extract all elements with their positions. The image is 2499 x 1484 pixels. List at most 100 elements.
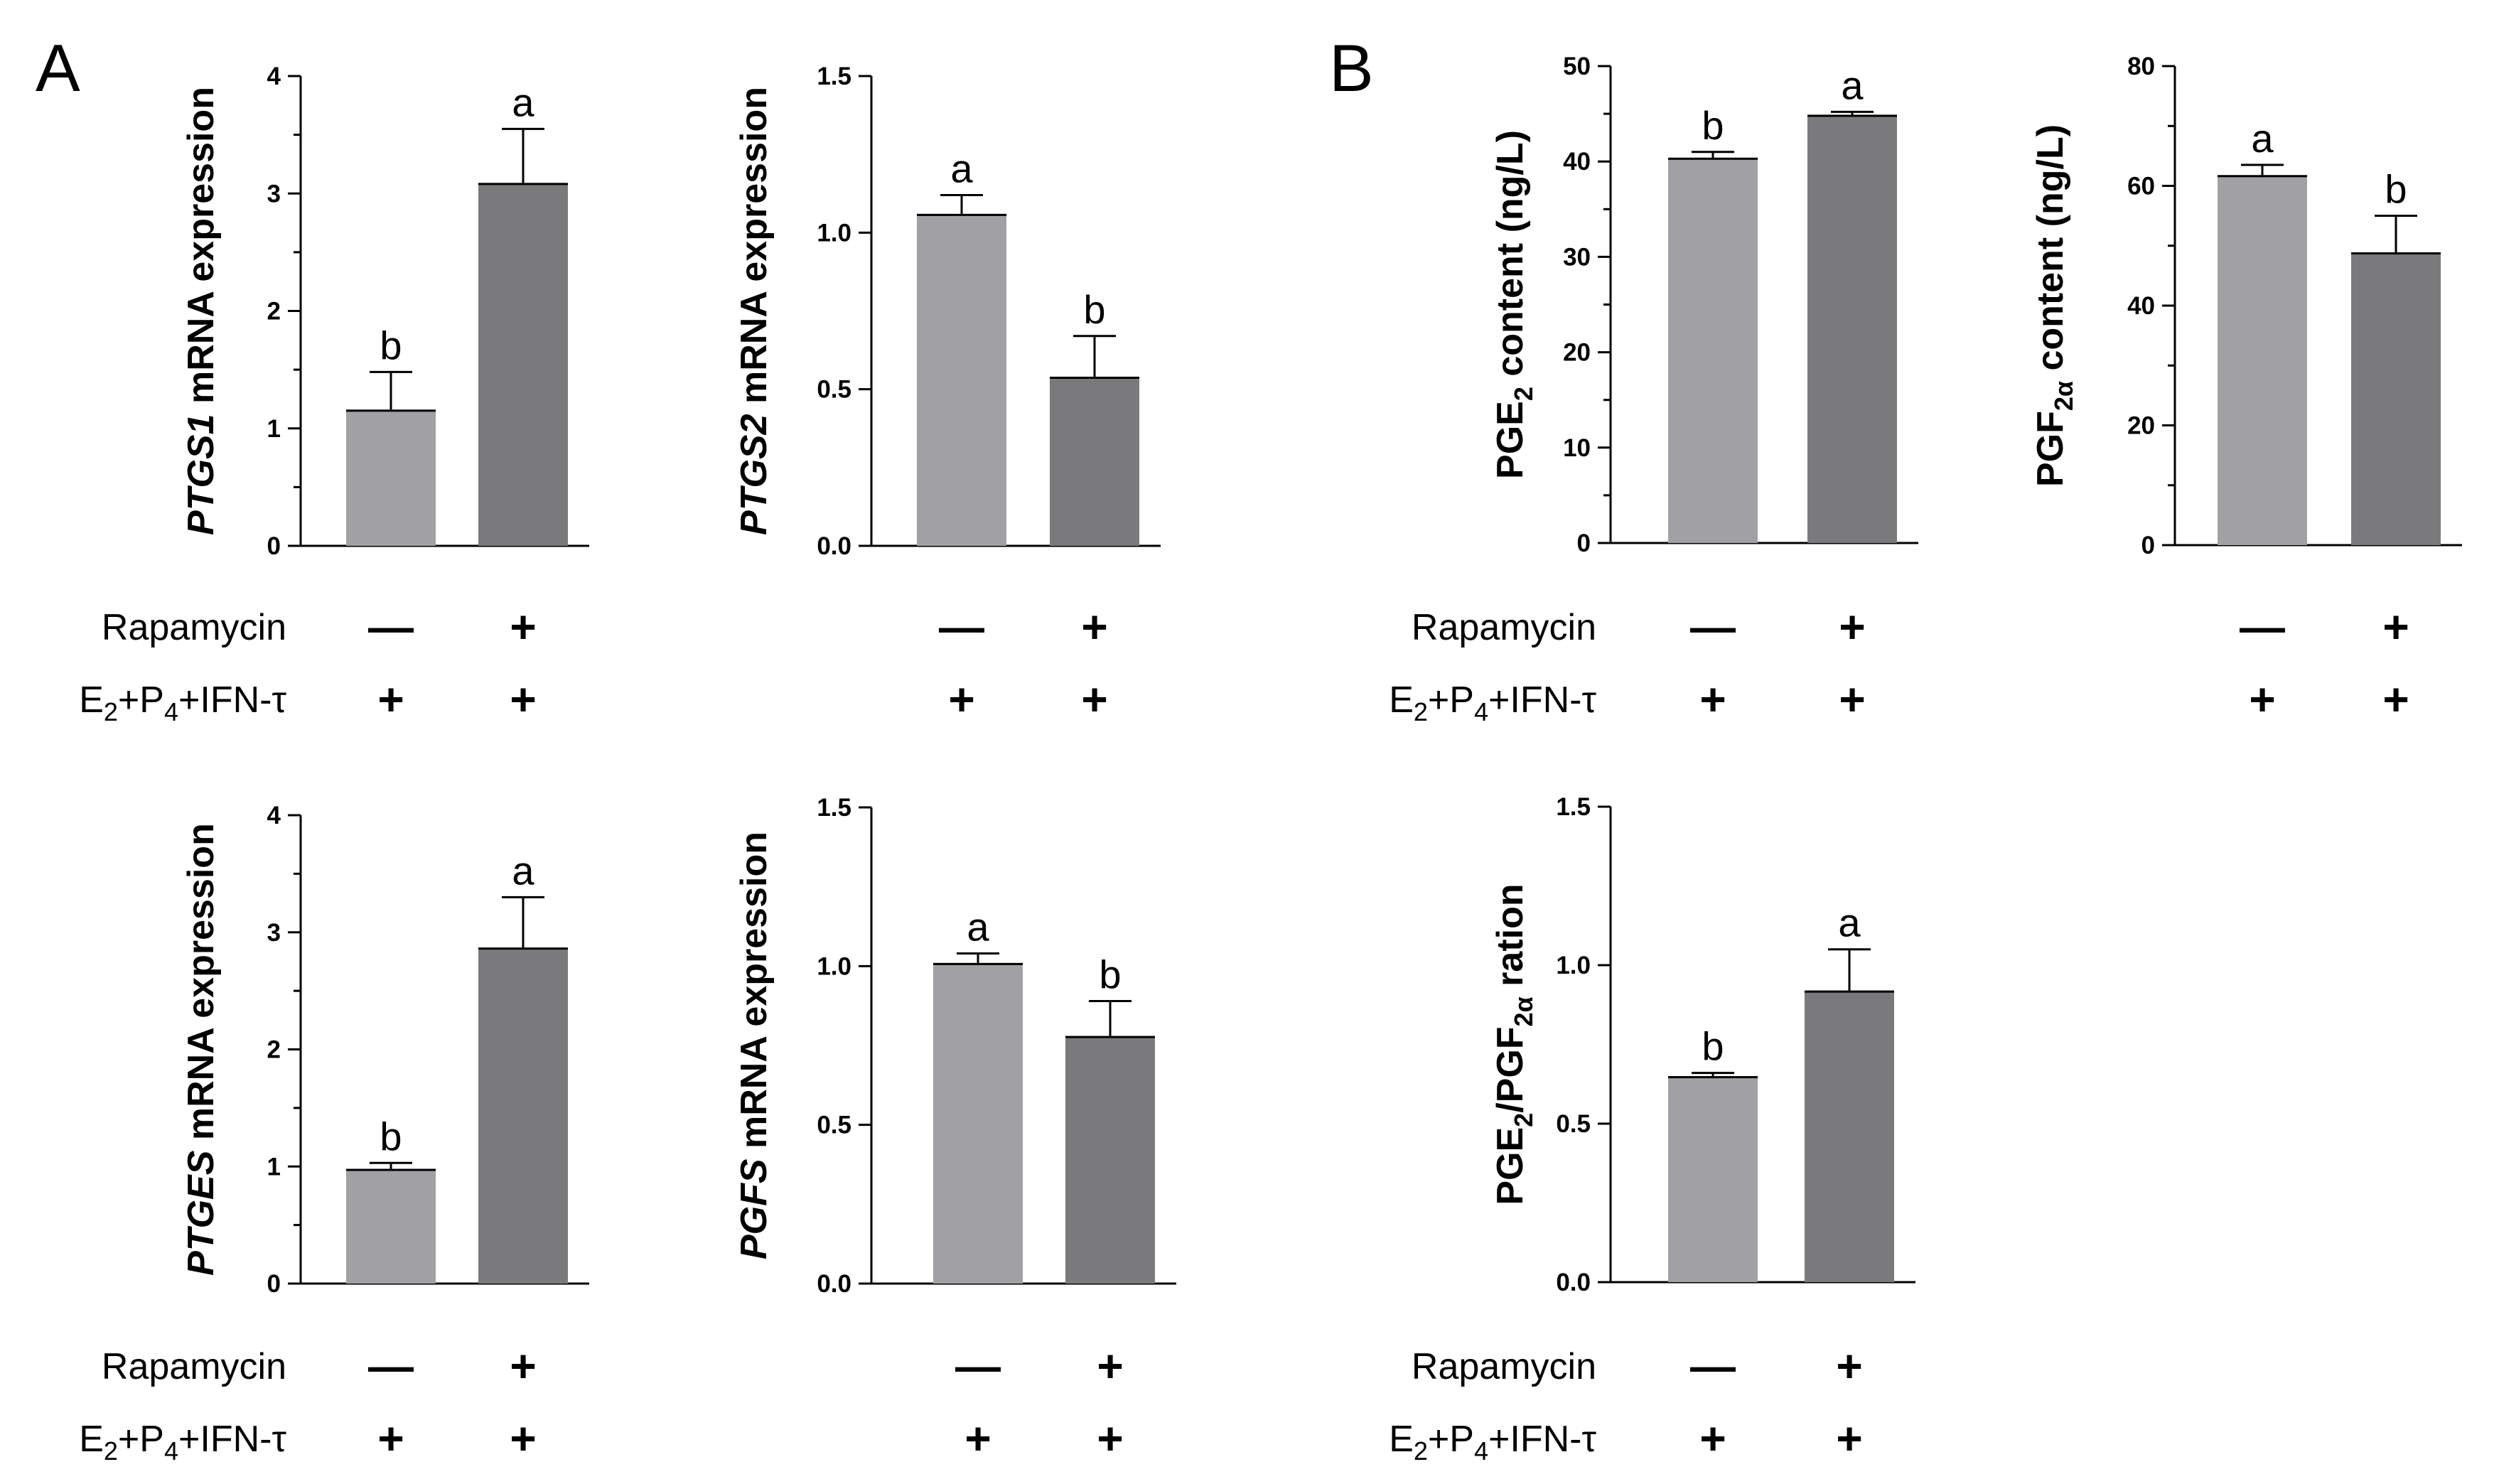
y-axis-label-part: PGE <box>1490 1127 1531 1205</box>
y-tick-label: 30 <box>1563 243 1591 271</box>
treatment-sign: + <box>377 674 404 725</box>
bar-top-edge <box>1807 114 1897 117</box>
significance-letter: a <box>1841 63 1864 107</box>
y-axis-label-part: PTGES <box>181 1150 222 1276</box>
y-axis-label: PTGS1 mRNA expression <box>181 87 222 535</box>
y-axis-label: PGE2 content (ng/L) <box>1490 130 1538 479</box>
rapamycin-sign: + <box>2382 601 2409 652</box>
treatment-sign: + <box>1081 674 1107 725</box>
bar-control <box>1668 1076 1758 1282</box>
y-tick-label: 40 <box>1563 148 1591 176</box>
y-tick-label: 0 <box>1577 529 1591 557</box>
y-axis-label: PGF2α content (ng/L) <box>2030 124 2078 487</box>
y-axis-label-part: ration <box>1490 883 1531 996</box>
significance-letter: b <box>2385 167 2407 212</box>
bar-control <box>917 213 1006 546</box>
chart-ptgs2: 0.0 0.5 1.0 1.5 PTGS2 mRNA expression a b — + + + <box>733 63 1161 725</box>
y-axis-label-part: mRNA expression <box>181 823 222 1150</box>
rapamycin-sign: + <box>1097 1340 1123 1392</box>
bar-rapamycin <box>478 183 568 546</box>
y-axis-label-part: 2α <box>2049 381 2078 411</box>
treatment-sign: + <box>1836 1413 1862 1464</box>
significance-letter: a <box>950 146 973 190</box>
rapamycin-sign: + <box>1839 601 1865 652</box>
treatment-label-part: 4 <box>1474 1436 1488 1466</box>
y-axis-label-part: content (ng/L) <box>1490 130 1531 387</box>
y-axis-label-part: mRNA expression <box>733 87 775 414</box>
y-axis-label-part: mRNA expression <box>733 832 775 1158</box>
treatment-sign: + <box>2249 674 2275 725</box>
treatment-sign: + <box>2382 674 2409 725</box>
rapamycin-row-label: Rapamycin <box>1412 1346 1596 1387</box>
y-tick-label: 1 <box>267 415 281 443</box>
treatment-label-part: E <box>1389 1419 1414 1460</box>
y-tick-label: 1.5 <box>817 63 851 90</box>
treatment-label-part: +IFN-τ <box>178 679 286 721</box>
treatment-sign: + <box>377 1413 404 1464</box>
bar-top-edge <box>917 213 1006 216</box>
y-tick-label: 0.0 <box>817 1270 851 1298</box>
y-tick-label: 1 <box>267 1153 281 1181</box>
significance-letter: a <box>1838 900 1861 945</box>
panel-label-a: A <box>36 31 80 105</box>
y-tick-label: 3 <box>267 180 281 208</box>
y-tick-label: 0 <box>267 532 281 560</box>
bar-top-edge <box>346 1168 436 1171</box>
y-axis-label-part: 2 <box>1509 387 1538 401</box>
y-tick-label: 1.5 <box>817 794 851 822</box>
treatment-row-label: E2+P4+IFN-τ <box>1389 1419 1596 1466</box>
rapamycin-sign: — <box>955 1340 1001 1392</box>
treatment-label-part: E <box>79 679 104 721</box>
significance-letter: a <box>512 80 534 124</box>
y-tick-label: 1.0 <box>817 219 851 247</box>
significance-letter: b <box>380 1114 402 1158</box>
treatment-sign: + <box>1699 1413 1726 1464</box>
treatment-sign: + <box>1097 1413 1123 1464</box>
bar-rapamycin <box>1807 114 1897 543</box>
bar-top-edge <box>1668 157 1758 160</box>
y-tick-label: 0 <box>2141 532 2155 559</box>
y-axis-label: PGE2/PGF2α ration <box>1490 883 1538 1205</box>
bar-control <box>2218 175 2307 545</box>
bar-top-edge <box>1668 1076 1758 1079</box>
treatment-label-part: +P <box>1428 679 1474 721</box>
treatment-sign: + <box>964 1413 991 1464</box>
treatment-row-label: E2+P4+IFN-τ <box>79 679 286 726</box>
y-tick-label: 0.5 <box>817 376 851 404</box>
y-axis-label-part: 2α <box>1509 996 1538 1026</box>
y-tick-label: 1.0 <box>817 952 851 980</box>
rapamycin-sign: + <box>1081 601 1107 652</box>
y-tick-label: 0.0 <box>1556 1269 1591 1296</box>
treatment-label-part: +P <box>118 679 164 721</box>
y-axis-label-part: /PGF <box>1490 1026 1531 1112</box>
y-axis-label: PTGES mRNA expression <box>181 823 222 1276</box>
y-tick-label: 1.0 <box>1556 952 1591 979</box>
y-axis-label-part: PTGS1 <box>181 414 222 535</box>
significance-letter: b <box>1099 952 1121 996</box>
rapamycin-sign: — <box>2240 601 2285 652</box>
bar-control <box>1668 157 1758 543</box>
treatment-sign: + <box>1699 674 1726 725</box>
y-axis-label-part: mRNA expression <box>181 87 222 414</box>
bar-top-edge <box>2351 252 2441 255</box>
treatment-label-part: +IFN-τ <box>1488 1419 1596 1460</box>
y-tick-label: 60 <box>2127 173 2155 200</box>
treatment-label-part: +P <box>118 1419 164 1460</box>
bar-rapamycin <box>2351 252 2441 545</box>
rapamycin-sign: — <box>368 1340 414 1392</box>
treatment-label-part: +P <box>1428 1419 1474 1460</box>
treatment-sign: + <box>1839 674 1865 725</box>
bar-top-edge <box>933 962 1023 965</box>
treatment-row-label: E2+P4+IFN-τ <box>1389 679 1596 726</box>
y-axis-label-part: PGF <box>2030 411 2071 487</box>
rapamycin-sign: + <box>1836 1340 1862 1392</box>
charts-layer: 0 1 2 3 4 PTGS1 mRNA expression b a — + + + Rapamyci… <box>79 53 2462 1466</box>
rapamycin-row-label: Rapamycin <box>1412 607 1596 648</box>
rapamycin-sign: — <box>1690 1340 1736 1392</box>
treatment-label-part: E <box>79 1419 104 1460</box>
y-tick-label: 0.5 <box>1556 1110 1591 1138</box>
bar-top-edge <box>346 409 436 412</box>
bar-top-edge <box>1805 990 1894 993</box>
treatment-row-label: E2+P4+IFN-τ <box>79 1419 286 1466</box>
